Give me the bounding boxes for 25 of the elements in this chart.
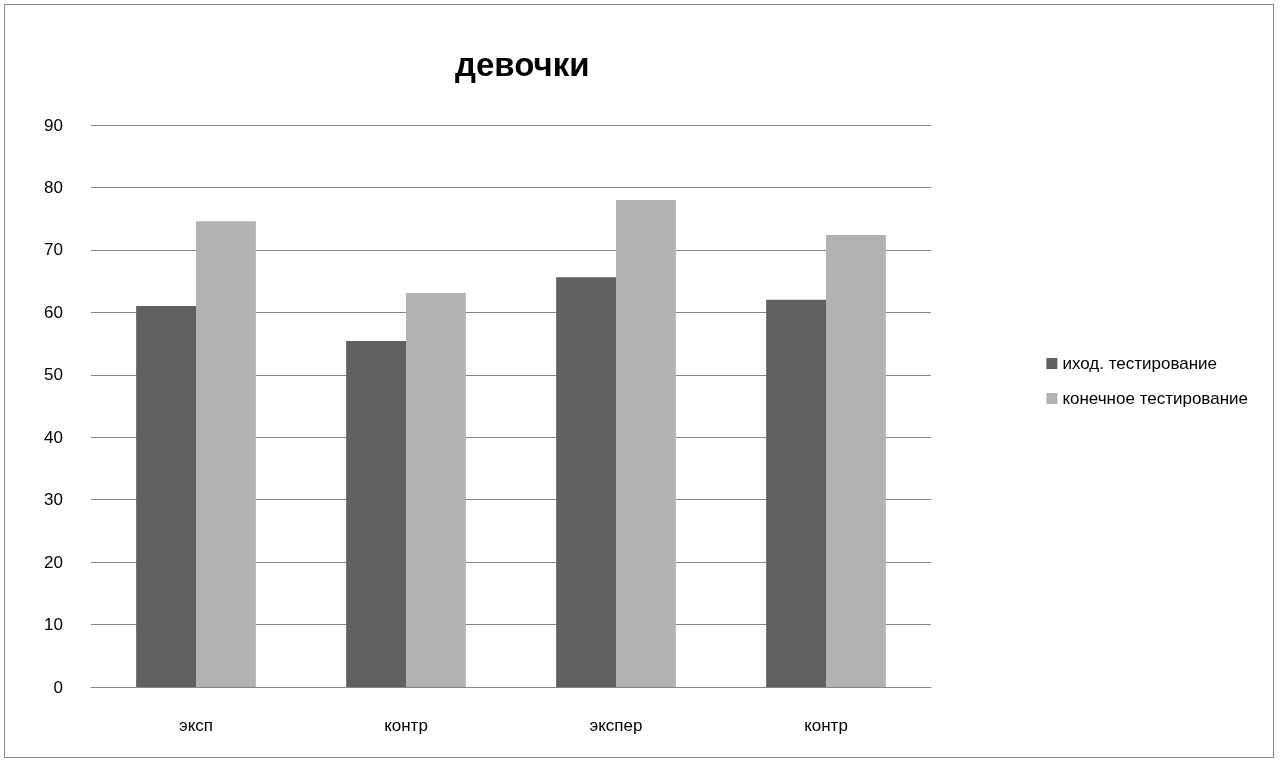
legend-label: иход. тестирование [1062, 354, 1218, 373]
bar [826, 234, 886, 687]
y-tick-label: 0 [53, 677, 63, 697]
bar [406, 292, 466, 687]
y-tick-label: 50 [44, 365, 63, 385]
legend-label: конечное тестирование [1062, 389, 1249, 408]
y-tick-label: 20 [44, 552, 63, 572]
x-tick-label: контр [384, 716, 428, 735]
x-tick-label: контр [804, 716, 848, 735]
x-tick-label: экспер [589, 716, 643, 735]
bar [196, 221, 256, 687]
bar [346, 341, 406, 687]
bar [556, 277, 616, 687]
y-tick-label: 40 [44, 427, 63, 447]
y-tick-label: 60 [44, 302, 63, 322]
x-tick-label: эксп [178, 716, 214, 735]
chart-title: девочки [455, 46, 590, 83]
bar [136, 306, 196, 687]
bar [766, 299, 826, 687]
bar [616, 199, 676, 687]
y-tick-label: 70 [44, 240, 63, 260]
y-tick-label: 90 [44, 115, 63, 135]
y-tick-label: 80 [44, 177, 63, 197]
y-tick-label: 10 [44, 615, 63, 635]
y-tick-label: 30 [44, 490, 63, 510]
